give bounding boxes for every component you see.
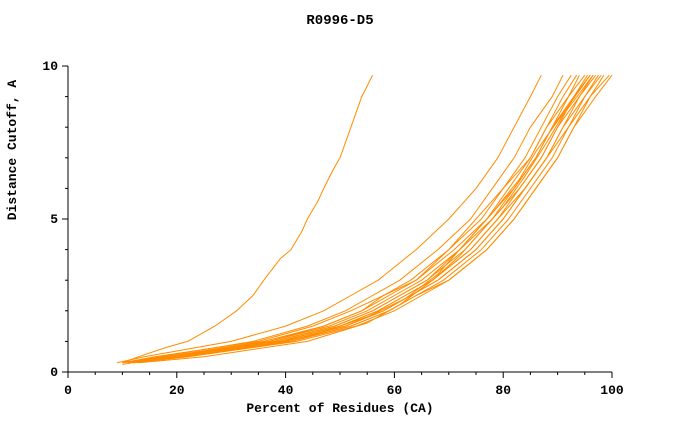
model-curves xyxy=(116,74,613,365)
model-curve xyxy=(122,74,374,364)
x-axis-label: Percent of Residues (CA) xyxy=(246,401,433,416)
y-tick-label: 5 xyxy=(50,212,58,227)
x-tick-label: 0 xyxy=(64,383,72,398)
model-curve xyxy=(122,74,572,364)
x-tick-label: 80 xyxy=(495,383,511,398)
x-tick-label: 40 xyxy=(278,383,294,398)
plot-ticks xyxy=(62,65,613,378)
x-tick-label: 60 xyxy=(387,383,403,398)
plot-tick-labels: 0 20 40 60 80 100 0 5 10 xyxy=(42,59,624,398)
y-tick-label: 10 xyxy=(42,59,58,74)
y-tick-label: 0 xyxy=(50,365,58,380)
model-curve xyxy=(138,74,594,364)
model-curve xyxy=(127,74,578,364)
chart-title: R0996-D5 xyxy=(306,13,373,29)
y-axis-label: Distance Cutoff, A xyxy=(5,80,20,221)
model-curve xyxy=(116,74,542,364)
model-curve xyxy=(122,74,591,365)
model-curve xyxy=(122,74,564,364)
model-curve xyxy=(133,74,605,364)
x-tick-label: 100 xyxy=(600,383,624,398)
model-curve xyxy=(133,74,613,364)
x-tick-label: 20 xyxy=(169,383,185,398)
